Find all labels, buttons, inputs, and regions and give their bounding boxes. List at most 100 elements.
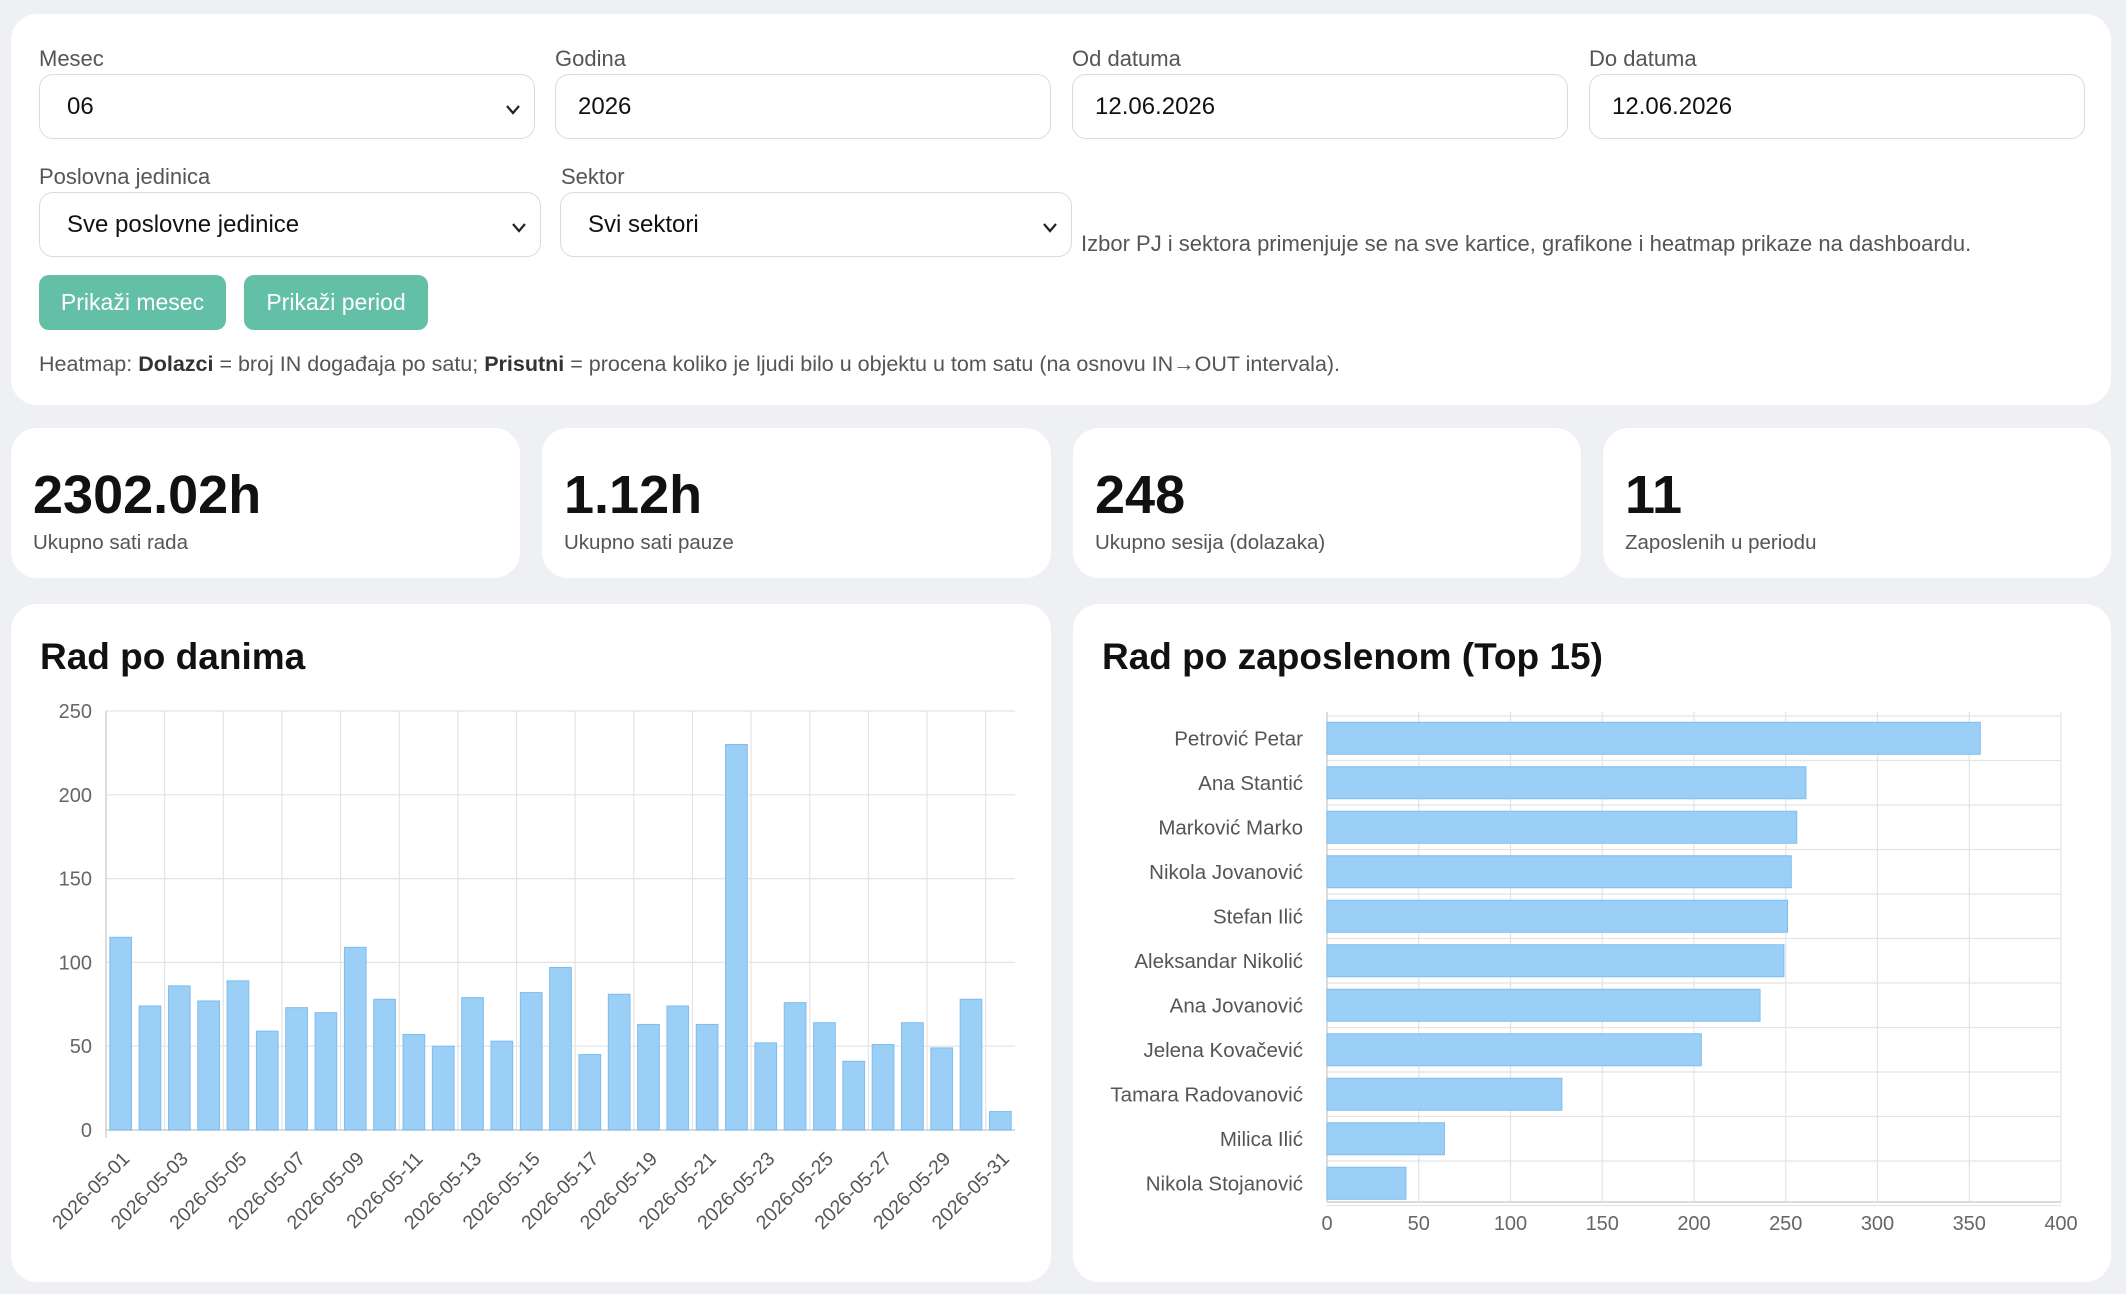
y-tick-label: Marković Marko bbox=[1158, 816, 1303, 839]
bar bbox=[578, 1054, 602, 1131]
x-tick-label: 0 bbox=[1321, 1213, 1332, 1235]
heatmap-text-arrivals: = broj IN događaja po satu; bbox=[213, 352, 485, 376]
year-input[interactable]: 2026 bbox=[555, 74, 1051, 139]
from-date-input[interactable]: 12.06.2026 bbox=[1072, 74, 1568, 139]
bar bbox=[637, 1023, 660, 1131]
chart-title: Rad po zaposlenom (Top 15) bbox=[1102, 636, 1603, 677]
to-date-value: 12.06.2026 bbox=[1612, 92, 1733, 120]
heatmap-term-arrivals: Dolazci bbox=[138, 352, 214, 376]
bar bbox=[197, 1000, 220, 1131]
chevron-down-icon bbox=[1043, 222, 1057, 233]
bar bbox=[988, 1111, 1012, 1131]
from-date-label: Od datuma bbox=[1072, 46, 1181, 71]
bar bbox=[549, 966, 572, 1131]
bar bbox=[901, 1022, 924, 1131]
y-tick-label: Milica Ilić bbox=[1220, 1128, 1303, 1151]
business-unit-label: Poslovna jedinica bbox=[39, 164, 211, 189]
x-tick-label: 200 bbox=[1677, 1213, 1710, 1235]
x-tick-label: 250 bbox=[1769, 1213, 1802, 1235]
stat-value: 1.12h bbox=[564, 465, 703, 525]
bar bbox=[1326, 810, 1798, 844]
bar bbox=[167, 985, 191, 1131]
bar bbox=[695, 1023, 719, 1131]
stat-card-employees: 11 Zaposlenih u periodu bbox=[1603, 428, 2111, 578]
x-tick-label: 400 bbox=[2044, 1213, 2077, 1235]
stat-value: 248 bbox=[1095, 465, 1186, 525]
stat-label: Ukupno sati pauze bbox=[564, 531, 734, 554]
y-tick-label: 200 bbox=[59, 785, 92, 807]
y-tick-label: Jelena Kovačević bbox=[1143, 1039, 1303, 1062]
employee-work-chart-card: Rad po zaposlenom (Top 15) 0 50 100 150 200 2… bbox=[1073, 604, 2111, 1282]
bar bbox=[402, 1033, 426, 1131]
bar bbox=[109, 936, 133, 1131]
bar bbox=[1326, 1122, 1445, 1156]
stat-card-sessions: 248 Ukupno sesija (dolazaka) bbox=[1073, 428, 1581, 578]
filter-panel: Mesec 06 Godina 2026 Od datuma 12.06.202… bbox=[11, 14, 2111, 405]
scope-note: Izbor PJ i sektora primenjuje se na sve … bbox=[1081, 231, 1972, 256]
stat-value: 2302.02h bbox=[33, 465, 262, 525]
stat-label: Zaposlenih u periodu bbox=[1625, 531, 1817, 554]
bar bbox=[490, 1040, 514, 1131]
chevron-down-icon bbox=[506, 104, 520, 115]
chevron-down-icon bbox=[512, 222, 526, 233]
heatmap-legend: Heatmap: Dolazci = broj IN događaja po s… bbox=[39, 352, 1340, 377]
x-tick-label: 300 bbox=[1861, 1213, 1894, 1235]
bar bbox=[1326, 1166, 1407, 1200]
x-tick-label: 350 bbox=[1953, 1213, 1986, 1235]
bar bbox=[607, 993, 631, 1131]
stat-value: 11 bbox=[1625, 465, 1683, 525]
sector-label: Sektor bbox=[561, 164, 625, 189]
bar bbox=[138, 1005, 162, 1131]
bar bbox=[461, 997, 484, 1131]
daily-work-chart: 0501001502002502026-05-012026-05-032026-… bbox=[48, 701, 1015, 1234]
y-tick-label: 150 bbox=[59, 869, 92, 891]
to-date-input[interactable]: 12.06.2026 bbox=[1589, 74, 2085, 139]
heatmap-prefix: Heatmap: bbox=[39, 352, 139, 376]
bar bbox=[754, 1042, 778, 1131]
business-unit-select[interactable]: Sve poslovne jedinice bbox=[39, 192, 541, 257]
show-month-button[interactable]: Prikaži mesec bbox=[39, 275, 226, 330]
month-value: 06 bbox=[67, 92, 94, 120]
bar bbox=[842, 1060, 866, 1131]
y-tick-label: 250 bbox=[59, 701, 92, 723]
bar bbox=[871, 1044, 895, 1131]
y-tick-label: Tamara Radovanović bbox=[1110, 1083, 1303, 1106]
stat-label: Ukupno sati rada bbox=[33, 531, 188, 554]
bar bbox=[431, 1045, 455, 1131]
month-select[interactable]: 06 bbox=[39, 74, 535, 139]
y-tick-label: Stefan Ilić bbox=[1213, 905, 1303, 928]
month-label: Mesec bbox=[39, 46, 104, 71]
bar bbox=[959, 998, 983, 1131]
bar bbox=[1326, 944, 1785, 978]
y-tick-label: 0 bbox=[81, 1120, 92, 1142]
x-tick-label: 50 bbox=[1408, 1213, 1430, 1235]
business-unit-value: Sve poslovne jedinice bbox=[67, 210, 300, 238]
bar bbox=[285, 1007, 308, 1131]
heatmap-text-present: = procena koliko je ljudi bilo u objektu… bbox=[564, 352, 1341, 376]
y-tick-label: Ana Stantić bbox=[1198, 772, 1303, 795]
x-tick-label: 100 bbox=[1494, 1213, 1527, 1235]
year-value: 2026 bbox=[578, 92, 632, 120]
bar bbox=[1326, 1033, 1702, 1067]
daily-work-chart-card: Rad po danima 0 50 100 150 200 250 2026-05-01 2… bbox=[11, 604, 1051, 1282]
to-date-label: Do datuma bbox=[1589, 46, 1697, 71]
bar bbox=[783, 1002, 807, 1131]
bar bbox=[1326, 855, 1792, 889]
bar bbox=[343, 946, 367, 1131]
y-tick-label: 100 bbox=[59, 952, 92, 974]
y-tick-label: Nikola Jovanović bbox=[1149, 861, 1303, 884]
y-tick-label: Nikola Stojanović bbox=[1146, 1172, 1303, 1195]
stat-card-work-hours: 2302.02h Ukupno sati rada bbox=[11, 428, 520, 578]
show-period-button[interactable]: Prikaži period bbox=[244, 275, 428, 330]
bar bbox=[1326, 988, 1761, 1022]
bar bbox=[1326, 766, 1807, 800]
year-label: Godina bbox=[555, 46, 626, 71]
y-tick-label: Aleksandar Nikolić bbox=[1134, 950, 1303, 973]
sector-value: Svi sektori bbox=[588, 210, 699, 238]
bar bbox=[666, 1005, 690, 1131]
bar bbox=[226, 980, 250, 1131]
y-tick-label: Ana Jovanović bbox=[1170, 994, 1303, 1017]
employee-work-chart: 0 50 100 150 200 250 300 350 400 Petrović Petar An… bbox=[1110, 712, 2078, 1235]
sector-select[interactable]: Svi sektori bbox=[560, 192, 1072, 257]
bar bbox=[930, 1047, 954, 1131]
